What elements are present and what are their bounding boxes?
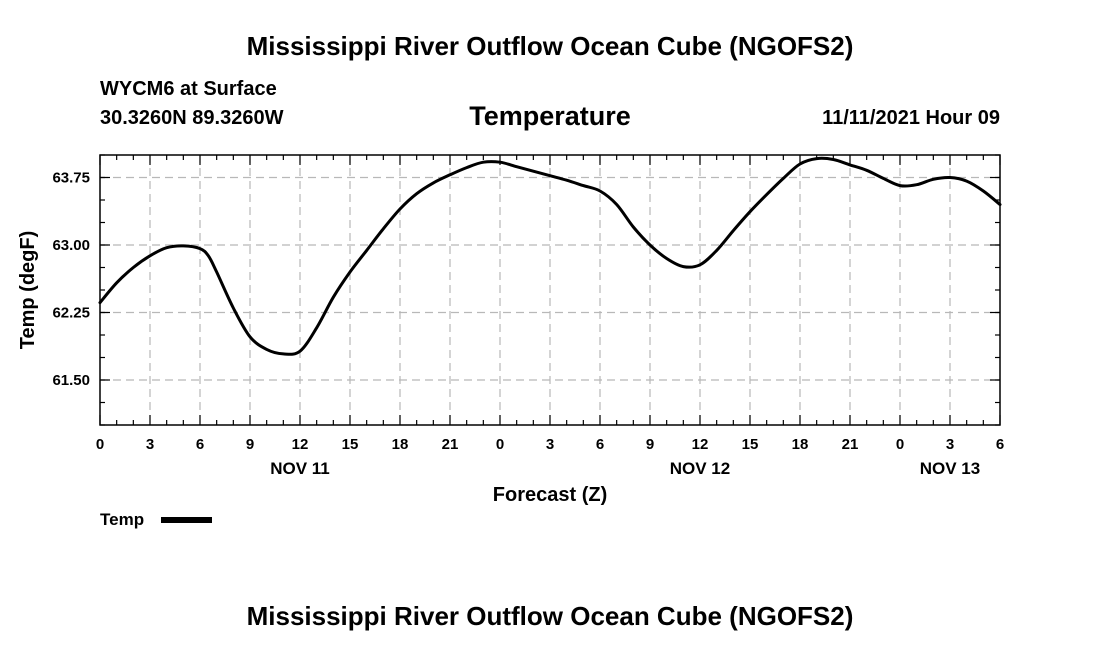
footer-title: Mississippi River Outflow Ocean Cube (NG… [247, 601, 854, 631]
x-tick-label: 12 [692, 436, 709, 453]
x-tick-label: 21 [442, 436, 459, 453]
date-label: NOV 12 [670, 459, 730, 478]
legend-label-temp: Temp [100, 510, 144, 529]
date-labels: NOV 11 NOV 12 NOV 13 [270, 459, 980, 478]
date-label: NOV 11 [270, 459, 330, 478]
x-tick-label: 18 [392, 436, 409, 453]
x-tick-label: 6 [196, 436, 204, 453]
y-tick-label: 62.25 [52, 305, 90, 322]
x-tick-label: 6 [996, 436, 1004, 453]
y-tick-label: 63.00 [52, 237, 90, 254]
series-layer [98, 156, 1002, 356]
x-tick-label: 18 [792, 436, 809, 453]
gridlines [100, 155, 1000, 425]
x-tick-labels: 0 3 6 9 12 15 18 21 0 3 6 9 12 15 18 21 0 3 6 [96, 436, 1004, 453]
coordinates-label: 30.3260N 89.3260W [100, 107, 284, 129]
x-tick-label: 21 [842, 436, 859, 453]
x-tick-label: 9 [246, 436, 254, 453]
series-line-temp [98, 156, 1002, 356]
x-axis-label: Forecast (Z) [493, 484, 607, 506]
datetime-label: 11/11/2021 Hour 09 [822, 107, 1000, 129]
x-tick-label: 3 [946, 436, 954, 453]
chart-title: Temperature [469, 101, 631, 131]
plot-frame [99, 154, 1001, 426]
x-tick-label: 0 [896, 436, 904, 453]
y-axis-label: Temp (degF) [17, 231, 39, 350]
x-tick-label: 0 [96, 436, 104, 453]
x-tick-label: 3 [546, 436, 554, 453]
x-tick-label: 12 [292, 436, 309, 453]
station-label: WYCM6 at Surface [100, 78, 277, 100]
x-tick-label: 3 [146, 436, 154, 453]
page-title: Mississippi River Outflow Ocean Cube (NG… [247, 31, 854, 61]
y-tick-labels: 61.50 62.25 63.00 63.75 [52, 170, 90, 390]
x-tick-label: 15 [342, 436, 359, 453]
x-tick-label: 0 [496, 436, 504, 453]
x-tick-label: 9 [646, 436, 654, 453]
y-tick-label: 63.75 [52, 170, 90, 187]
x-tick-label: 15 [742, 436, 759, 453]
date-label: NOV 13 [920, 459, 980, 478]
y-tick-label: 61.50 [52, 372, 90, 389]
x-tick-label: 6 [596, 436, 604, 453]
